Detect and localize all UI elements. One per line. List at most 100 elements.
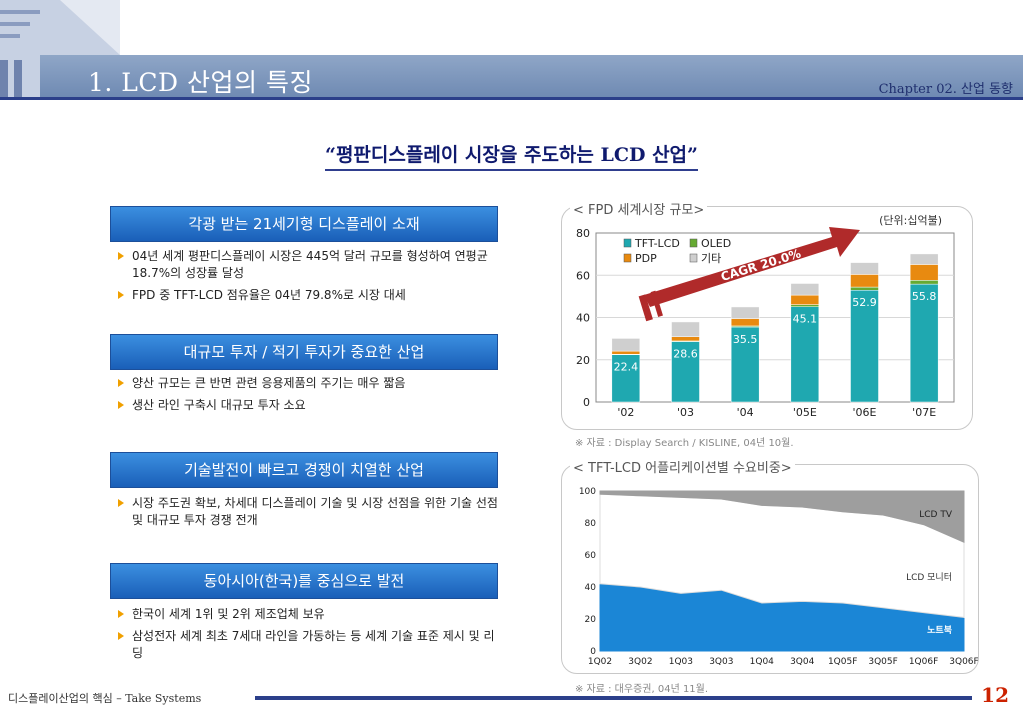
x-tick-label: 3Q05F xyxy=(868,657,897,667)
bar-segment-기타 xyxy=(790,283,820,296)
legend-swatch xyxy=(623,238,632,248)
x-tick-label: 3Q06F xyxy=(949,657,978,667)
bar-segment-기타 xyxy=(909,253,939,265)
legend-label: OLED xyxy=(701,237,731,250)
x-tick-label: '06E xyxy=(853,406,877,419)
page-number: 12 xyxy=(981,683,1009,707)
y-tick-label: 40 xyxy=(576,312,590,325)
bar-segment-OLED xyxy=(850,286,879,291)
tft-chart-title: < TFT-LCD 어플리케이션별 수요비중> xyxy=(570,457,795,476)
bar-segment-OLED xyxy=(909,280,939,285)
x-tick-label: '02 xyxy=(617,406,634,419)
x-tick-label: 3Q02 xyxy=(628,657,652,667)
chapter-label: Chapter 02. 산업 동향 xyxy=(878,82,1013,97)
section-heading-2: 대규모 투자 / 적기 투자가 중요한 산업 xyxy=(110,334,498,370)
x-tick-label: '04 xyxy=(737,406,754,419)
data-label: 55.8 xyxy=(912,290,937,303)
data-label: 22.4 xyxy=(614,361,639,374)
series-label-monitor: LCD 모니터 xyxy=(906,572,952,583)
legend-swatch xyxy=(689,238,698,248)
legend-label: 기타 xyxy=(701,252,721,265)
section-bullets-4: 한국이 세계 1위 및 2위 제조업체 보유 삼성전자 세계 최초 7세대 라인… xyxy=(118,606,498,667)
bullet-item: 생산 라인 구축시 대규모 투자 소요 xyxy=(118,397,498,414)
legend-label: TFT-LCD xyxy=(634,237,680,250)
chart1-source: ※ 자료 : Display Search / KISLINE, 04년 10월… xyxy=(575,438,794,449)
y-tick-label: 20 xyxy=(585,615,597,625)
y-tick-label: 40 xyxy=(585,583,597,593)
x-tick-label: '05E xyxy=(793,406,817,419)
bar-segment-PDP xyxy=(730,318,760,327)
page-title: 1. LCD 산업의 특징 xyxy=(88,68,313,97)
x-tick-label: 1Q04 xyxy=(750,657,775,667)
x-tick-label: '07E xyxy=(912,406,936,419)
bar-segment-TFT-LCD xyxy=(909,283,939,403)
footer-text: 디스플레이산업의 핵심 – Take Systems xyxy=(8,692,202,705)
x-tick-label: 1Q05F xyxy=(828,657,857,667)
data-label: 35.5 xyxy=(733,333,758,346)
area-LCD TV xyxy=(599,490,965,543)
section-heading-4: 동아시아(한국)를 중심으로 발전 xyxy=(110,563,498,599)
bar-segment-PDP xyxy=(671,336,700,342)
bar-segment-TFT-LCD xyxy=(790,306,820,403)
data-label: 45.1 xyxy=(793,313,818,326)
y-tick-label: 20 xyxy=(576,354,590,367)
bar-segment-TFT-LCD xyxy=(730,326,760,403)
slide-subtitle: “평판디스플레이 시장을 주도하는 LCD 산업” xyxy=(0,140,1023,171)
header-rule xyxy=(0,97,1023,100)
section-heading-3: 기술발전이 빠르고 경쟁이 치열한 산업 xyxy=(110,452,498,488)
bar-segment-PDP xyxy=(850,274,879,288)
x-tick-label: 1Q02 xyxy=(588,657,612,667)
bar-segment-PDP xyxy=(909,264,939,281)
bullet-item: 04년 세계 평판디스플레이 시장은 445억 달러 규모를 형성하여 연평균 … xyxy=(118,248,498,282)
unit-note: (단위:십억불) xyxy=(879,214,942,227)
fpd-chart-panel: < FPD 세계시장 규모> (단위:십억불) 0 20 40 60 80 '02 22.4… xyxy=(561,199,973,430)
chart2-source: ※ 자료 : 대우증권, 04년 11월. xyxy=(575,684,709,695)
y-tick-label: 0 xyxy=(583,396,590,409)
bullet-item: 한국이 세계 1위 및 2위 제조업체 보유 xyxy=(118,606,498,623)
bar-segment-OLED xyxy=(790,304,820,307)
bar-segment-TFT-LCD xyxy=(611,354,641,403)
bar-segment-기타 xyxy=(730,306,760,319)
section-bullets-3: 시장 주도권 확보, 차세대 디스플레이 기술 및 시장 선점을 위한 기술 선… xyxy=(118,495,498,534)
cagr-arrow-tail xyxy=(650,290,663,317)
x-tick-label: 1Q06F xyxy=(909,657,938,667)
series-label-tv: LCD TV xyxy=(919,510,953,520)
bar-segment-기타 xyxy=(671,321,700,337)
x-tick-label: '03 xyxy=(677,406,694,419)
data-label: 52.9 xyxy=(852,296,877,309)
bar-segment-PDP xyxy=(790,294,820,305)
x-tick-label: 3Q03 xyxy=(709,657,733,667)
bar-segment-기타 xyxy=(611,338,641,352)
header-band xyxy=(40,55,1023,97)
cagr-arrow-tail xyxy=(638,294,653,322)
y-tick-label: 0 xyxy=(590,647,596,657)
x-tick-label: 3Q04 xyxy=(790,657,815,667)
legend-label: PDP xyxy=(635,252,657,265)
bar-segment-TFT-LCD xyxy=(850,289,879,403)
bullet-item: FPD 중 TFT-LCD 점유율은 04년 79.8%로 시장 대세 xyxy=(118,287,498,304)
bar-segment-기타 xyxy=(850,262,879,275)
footer-rule xyxy=(255,696,972,700)
section-heading-1: 각광 받는 21세기형 디스플레이 소재 xyxy=(110,206,498,242)
header: 1. LCD 산업의 특징 Chapter 02. 산업 동향 xyxy=(0,0,1023,100)
legend-swatch xyxy=(623,253,632,263)
y-tick-label: 60 xyxy=(576,269,590,282)
tft-demand-panel: < TFT-LCD 어플리케이션별 수요비중> 0 20 40 60 80 100 1Q02… xyxy=(561,457,979,674)
bar-segment-PDP xyxy=(611,350,641,355)
y-tick-label: 100 xyxy=(579,487,596,497)
bar-segment-TFT-LCD xyxy=(671,341,700,403)
bullet-item: 삼성전자 세계 최초 7세대 라인을 가동하는 등 세계 기술 표준 제시 및 … xyxy=(118,628,498,662)
fpd-bar-chart: 0 20 40 60 80 '02 22.4 '03 28.6 '04 35.5 '05E 45.1 '0… xyxy=(576,227,955,419)
bullet-item: 양산 규모는 큰 반면 관련 응용제품의 주기는 매우 짧음 xyxy=(118,375,498,392)
data-label: 28.6 xyxy=(673,348,698,361)
y-tick-label: 80 xyxy=(576,227,590,240)
x-tick-label: 1Q03 xyxy=(669,657,693,667)
cagr-arrow xyxy=(644,227,860,307)
series-label-notebook: 노트북 xyxy=(927,625,952,636)
tft-area-chart: 0 20 40 60 80 100 1Q02 3Q02 1Q03 3Q03 1Q04 3Q04 1Q05… xyxy=(579,487,978,667)
bullet-item: 시장 주도권 확보, 차세대 디스플레이 기술 및 시장 선점을 위한 기술 선… xyxy=(118,495,498,529)
legend-swatch xyxy=(689,253,698,263)
y-tick-label: 60 xyxy=(585,551,597,561)
section-bullets-1: 04년 세계 평판디스플레이 시장은 445억 달러 규모를 형성하여 연평균 … xyxy=(118,248,498,309)
section-bullets-2: 양산 규모는 큰 반면 관련 응용제품의 주기는 매우 짧음 생산 라인 구축시… xyxy=(118,375,498,419)
